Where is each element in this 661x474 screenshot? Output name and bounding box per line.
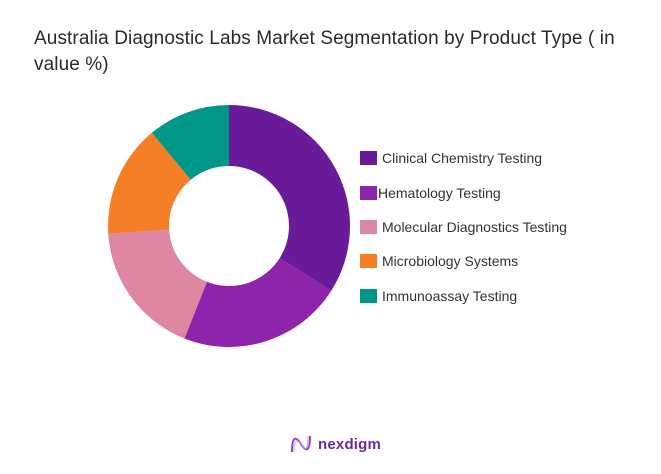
logo-text: nexdigm [318, 435, 382, 453]
legend-swatch [360, 220, 377, 234]
legend-item-clinical-chemistry: Clinical Chemistry Testing [360, 148, 542, 168]
donut-slice-clinical-chemistry-testing [229, 105, 350, 291]
legend-item-microbiology: Microbiology Systems [360, 251, 518, 271]
legend-item-immunoassay: Immunoassay Testing [360, 286, 517, 306]
donut-slice-molecular-diagnostics-testing [108, 229, 207, 339]
legend-swatch [360, 186, 377, 200]
donut-slice-hematology-testing [184, 258, 332, 347]
legend-label: Clinical Chemistry Testing [382, 150, 543, 166]
nexdigm-logo: nexdigm [290, 434, 381, 454]
legend-label: Molecular Diagnostics Testing [382, 219, 567, 235]
donut-slice-immunoassay-testing [151, 105, 229, 180]
legend-swatch [360, 254, 377, 268]
legend-label: Immunoassay Testing [382, 288, 518, 304]
chart-title: Australia Diagnostic Labs Market Segment… [34, 28, 615, 75]
legend-label: Microbiology Systems [382, 253, 519, 269]
legend-label: Hematology Testing [378, 185, 501, 201]
legend-item-molecular-diagnostics: Molecular Diagnostics Testing [360, 217, 567, 237]
legend-swatch [360, 289, 377, 303]
donut-slice-microbiology-systems [108, 132, 191, 234]
legend-item-hematology: Hematology Testing [360, 183, 501, 203]
nexdigm-wave-logo-icon [291, 435, 311, 453]
legend-swatch [360, 151, 377, 165]
